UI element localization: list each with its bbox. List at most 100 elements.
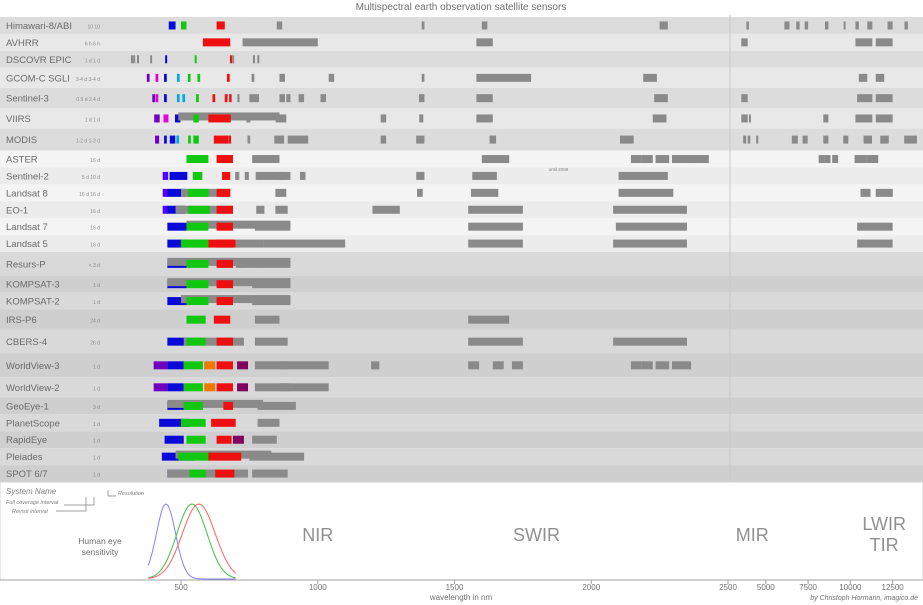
band-bar xyxy=(229,94,232,103)
band-bar xyxy=(252,469,288,478)
band-bar xyxy=(186,259,209,268)
credit-text: by Christoph Hormann, imagico.de xyxy=(810,595,918,602)
band-bar xyxy=(254,383,290,392)
band-bar xyxy=(823,135,829,144)
band-bar xyxy=(372,205,400,214)
band-bar xyxy=(618,188,674,197)
sensor-row xyxy=(0,201,923,219)
band-bar xyxy=(167,297,187,306)
band-bar xyxy=(176,135,180,144)
band-bar xyxy=(225,135,229,144)
band-bar xyxy=(748,114,751,123)
sensor-bands xyxy=(130,21,917,478)
band-bar xyxy=(255,171,262,180)
band-bar xyxy=(216,361,233,370)
band-bar xyxy=(643,73,657,82)
band-bar xyxy=(652,114,667,123)
band-bar xyxy=(257,418,280,427)
sensor-name: RapidEye xyxy=(6,435,47,446)
sensor-revisit: 3 d xyxy=(93,405,100,411)
band-bar xyxy=(858,73,868,82)
sensor-revisit: 3-4 d 3-4 d xyxy=(76,77,100,83)
band-bar xyxy=(804,21,809,30)
band-bar xyxy=(193,135,199,144)
sensor-name: Landsat 7 xyxy=(6,222,48,233)
band-bar xyxy=(155,135,160,144)
band-bar xyxy=(192,171,203,180)
band-bar xyxy=(630,155,642,164)
band-bar xyxy=(274,135,284,144)
region-label: NIR xyxy=(302,525,333,545)
annotation-text: until 2008 xyxy=(549,167,569,172)
region-label: LWIR xyxy=(862,514,906,534)
sensor-row xyxy=(0,128,923,151)
sensor-revisit: 1 d 1 d xyxy=(85,58,101,64)
band-bar xyxy=(613,205,687,214)
sensor-revisit: < 3 d xyxy=(89,263,100,269)
sensor-row xyxy=(0,431,923,449)
band-bar xyxy=(167,337,187,346)
band-bar xyxy=(211,418,236,427)
band-bar xyxy=(223,401,233,410)
band-bar xyxy=(216,155,233,164)
band-bar xyxy=(279,361,329,370)
sensor-row xyxy=(0,448,923,466)
band-bar xyxy=(258,171,291,180)
sensor-row xyxy=(0,309,923,330)
band-bar xyxy=(167,222,187,231)
band-bar xyxy=(476,38,493,47)
sensor-revisit: 16 d xyxy=(90,209,100,215)
sensor-name: Pleiades xyxy=(6,452,43,463)
band-bar xyxy=(857,222,893,231)
band-bar xyxy=(164,73,167,82)
band-bar xyxy=(216,21,225,30)
band-bar xyxy=(784,21,790,30)
band-bar xyxy=(254,315,280,324)
band-bar xyxy=(241,259,264,268)
tick-label: 500 xyxy=(174,583,188,592)
sensor-revisit: 1-2 d 1-2 d xyxy=(76,139,100,145)
band-bar xyxy=(875,73,885,82)
band-bar xyxy=(186,222,209,231)
band-bar xyxy=(252,280,291,289)
band-bar xyxy=(181,21,187,30)
band-bar xyxy=(162,171,169,180)
band-bar xyxy=(176,73,180,82)
sensor-name: PlanetScope xyxy=(6,418,60,429)
sensor-name: SPOT 6/7 xyxy=(6,469,48,480)
band-bar xyxy=(254,361,290,370)
eye-curve xyxy=(147,503,236,580)
band-bar xyxy=(481,155,510,164)
band-bar xyxy=(252,435,277,444)
sensor-row xyxy=(0,218,923,236)
band-bar xyxy=(188,135,191,144)
band-bar xyxy=(167,469,249,478)
band-bar xyxy=(232,435,244,444)
band-bar xyxy=(216,205,233,214)
tick-label: 2000 xyxy=(582,583,600,592)
band-bar xyxy=(746,21,749,30)
band-bar xyxy=(251,73,255,82)
band-bar xyxy=(468,239,523,248)
sensor-name: KOMPSAT-3 xyxy=(6,280,60,291)
band-bar xyxy=(854,155,867,164)
band-bar xyxy=(162,205,169,214)
band-bar xyxy=(187,188,209,197)
band-bar xyxy=(875,114,893,123)
sensor-revisit: 1 d xyxy=(93,422,100,428)
band-bar xyxy=(279,94,285,103)
band-bar xyxy=(216,259,233,268)
band-bar xyxy=(159,418,190,427)
sensor-name: KOMPSAT-2 xyxy=(6,297,60,308)
band-bar xyxy=(278,171,284,180)
region-label: TIR xyxy=(870,535,899,555)
band-bar xyxy=(417,188,423,197)
band-bar xyxy=(252,297,291,306)
band-bar xyxy=(855,114,873,123)
band-bar xyxy=(186,337,206,346)
band-bar xyxy=(181,418,206,427)
band-bar xyxy=(167,399,264,408)
sensor-name: DSCOVR EPIC xyxy=(6,55,72,66)
sensor-row xyxy=(0,50,923,68)
band-bar xyxy=(229,55,232,64)
